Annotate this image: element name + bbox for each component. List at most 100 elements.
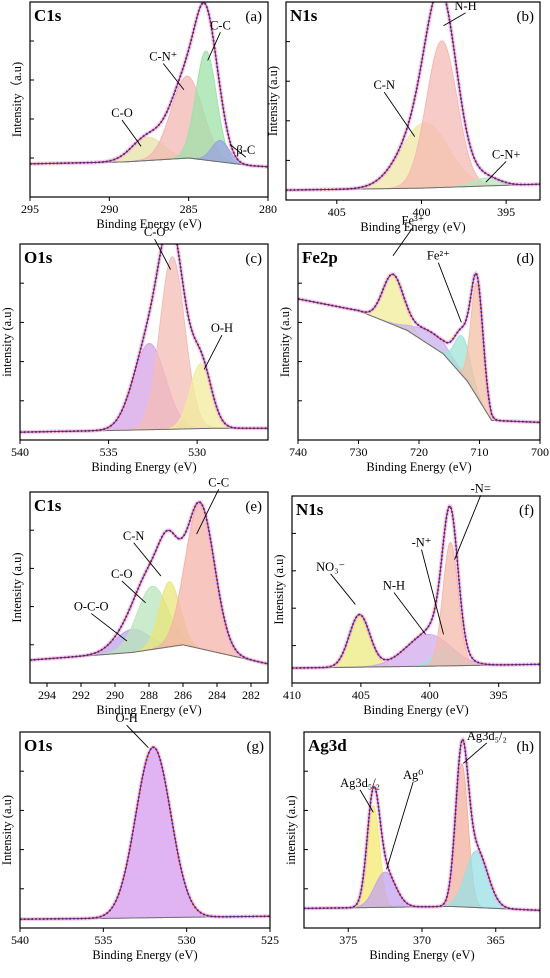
xtick-label-b-0: 405 — [328, 205, 346, 219]
annotation-arrow-f-0 — [330, 573, 356, 605]
annotation-arrow-a-0 — [121, 119, 142, 147]
annotation-arrow-h-0 — [359, 789, 374, 813]
annotation-a-0: C-O — [111, 106, 133, 120]
annotation-c-0: C-O — [144, 225, 166, 239]
annotation-arrow-b-1 — [443, 12, 466, 27]
annotation-arrow-a-3 — [229, 143, 247, 158]
annotation-b-1: N-H — [454, 0, 476, 13]
peak-b-1 — [286, 40, 540, 191]
xlabel-e: Binding Energy (eV) — [96, 703, 201, 717]
annotation-arrow-d-0 — [392, 227, 414, 257]
ylabel-b: Intensity (a.u) — [266, 66, 280, 136]
fit-line-d — [298, 272, 540, 423]
peak-d-2 — [298, 298, 540, 423]
xtick-label-g-1: 535 — [94, 933, 112, 947]
plot-area-f — [292, 503, 540, 671]
annotation-arrow-c-0 — [154, 238, 171, 270]
xtick-label-e-4: 286 — [174, 688, 192, 702]
annotation-h-1: Ag⁰ — [403, 768, 423, 782]
xtick-label-e-1: 292 — [72, 688, 90, 702]
panel-h: 375 370 365 Binding Energy (eV) intensity (a… — [284, 729, 541, 962]
panel-title-c: O1s — [24, 248, 53, 267]
annotation-arrow-f-2 — [421, 549, 444, 635]
fit-line-h — [304, 738, 540, 911]
annotation-arrow-b-2 — [485, 161, 507, 183]
ylabel-c: intensity (a.u) — [0, 307, 14, 376]
xtick-label-f-2: 400 — [421, 688, 439, 702]
panel-b: 405 400 395 Binding Energy (eV) Intensity (a… — [266, 0, 541, 234]
annotation-c-1: O-H — [211, 321, 233, 335]
annotation-d-1: Fe²⁺ — [427, 249, 450, 263]
xtick-label-e-2: 290 — [106, 688, 124, 702]
plot-area-h — [304, 736, 540, 913]
panel-letter-e: (e) — [245, 499, 262, 515]
annotation-arrow-g-0 — [126, 724, 149, 748]
panel-d: 740 730 720 710 700 Binding Energy (eV) Intens… — [278, 213, 549, 474]
panel-g: 540 535 530 525 Binding Energy (eV) Intensity… — [0, 711, 279, 962]
xtick-label-h-0: 375 — [339, 933, 357, 947]
xtick-label-b-2: 395 — [497, 205, 515, 219]
axes-frame-a — [29, 1, 269, 198]
annotation-b-2: C-N+ — [492, 147, 521, 161]
raw-data-h — [304, 738, 540, 912]
xtick-label-g-2: 530 — [178, 933, 196, 947]
annotation-e-1: C-O — [111, 567, 133, 581]
xtick-label-c-2: 530 — [188, 445, 206, 459]
annotation-arrow-h-1 — [386, 781, 414, 870]
axes-frame-b — [285, 1, 541, 201]
xtick-label-d-0: 740 — [289, 445, 307, 459]
annotation-h-2: Ag3d₅/₂ — [467, 729, 507, 743]
axes-frame-d — [297, 243, 541, 441]
annotation-arrow-d-1 — [437, 262, 462, 323]
annotation-g-0: O-H — [116, 711, 138, 725]
annotation-f-0: NO₃⁻ — [316, 560, 345, 574]
plot-area-a — [30, 2, 268, 169]
ylabel-h: intensity (a.u) — [284, 795, 298, 864]
annotation-arrow-e-0 — [90, 613, 128, 642]
xtick-label-a-2: 285 — [180, 202, 198, 216]
axes-frame-h — [303, 731, 541, 929]
annotation-arrow-f-3 — [454, 495, 482, 560]
panel-title-d: Fe2p — [302, 248, 338, 267]
annotation-arrow-a-1 — [162, 63, 185, 91]
xlabel-f: Binding Energy (eV) — [363, 703, 468, 717]
panel-title-h: Ag3d — [308, 736, 347, 755]
panel-letter-c: (c) — [245, 251, 262, 267]
annotation-arrow-e-1 — [121, 580, 146, 604]
annotation-arrow-c-1 — [203, 334, 223, 370]
annotation-e-3: C-C — [208, 475, 229, 489]
raw-data-b — [286, 2, 540, 191]
xtick-label-g-3: 525 — [261, 933, 279, 947]
panel-letter-g: (g) — [247, 739, 265, 755]
xtick-label-h-1: 370 — [413, 933, 431, 947]
baseline-d — [298, 298, 540, 423]
xlabel-c: Binding Energy (eV) — [91, 460, 196, 474]
fit-line-c — [20, 244, 268, 433]
xtick-label-f-1: 405 — [352, 688, 370, 702]
ylabel-d: Intensity (a.u) — [278, 307, 292, 377]
xtick-label-f-0: 410 — [283, 688, 301, 702]
annotation-a-2: C-C — [210, 18, 231, 32]
xtick-label-c-0: 540 — [11, 445, 29, 459]
xlabel-b: Binding Energy (eV) — [360, 220, 465, 234]
panel-title-f: N1s — [296, 500, 324, 519]
annotation-f-2: -N⁺ — [412, 535, 432, 549]
fit-line-e — [30, 501, 268, 665]
plot-area-b — [286, 2, 540, 193]
annotation-f-1: N-H — [383, 579, 405, 593]
annotation-arrow-b-0 — [383, 91, 416, 137]
panel-letter-h: (h) — [517, 739, 535, 755]
envelope-halo-d — [298, 270, 540, 425]
panel-letter-f: (f) — [519, 503, 534, 519]
xlabel-h: Binding Energy (eV) — [369, 948, 474, 962]
annotation-f-3: -N= — [471, 481, 491, 495]
xtick-label-g-0: 540 — [11, 933, 29, 947]
annotation-e-2: C-N — [123, 529, 145, 543]
annotation-arrow-e-2 — [133, 542, 162, 577]
panel-letter-b: (b) — [517, 9, 535, 25]
annotation-a-1: C-N⁺ — [149, 50, 177, 64]
xtick-label-c-1: 535 — [100, 445, 118, 459]
annotation-arrow-f-1 — [393, 592, 427, 635]
annotation-arrow-e-3 — [196, 489, 220, 535]
